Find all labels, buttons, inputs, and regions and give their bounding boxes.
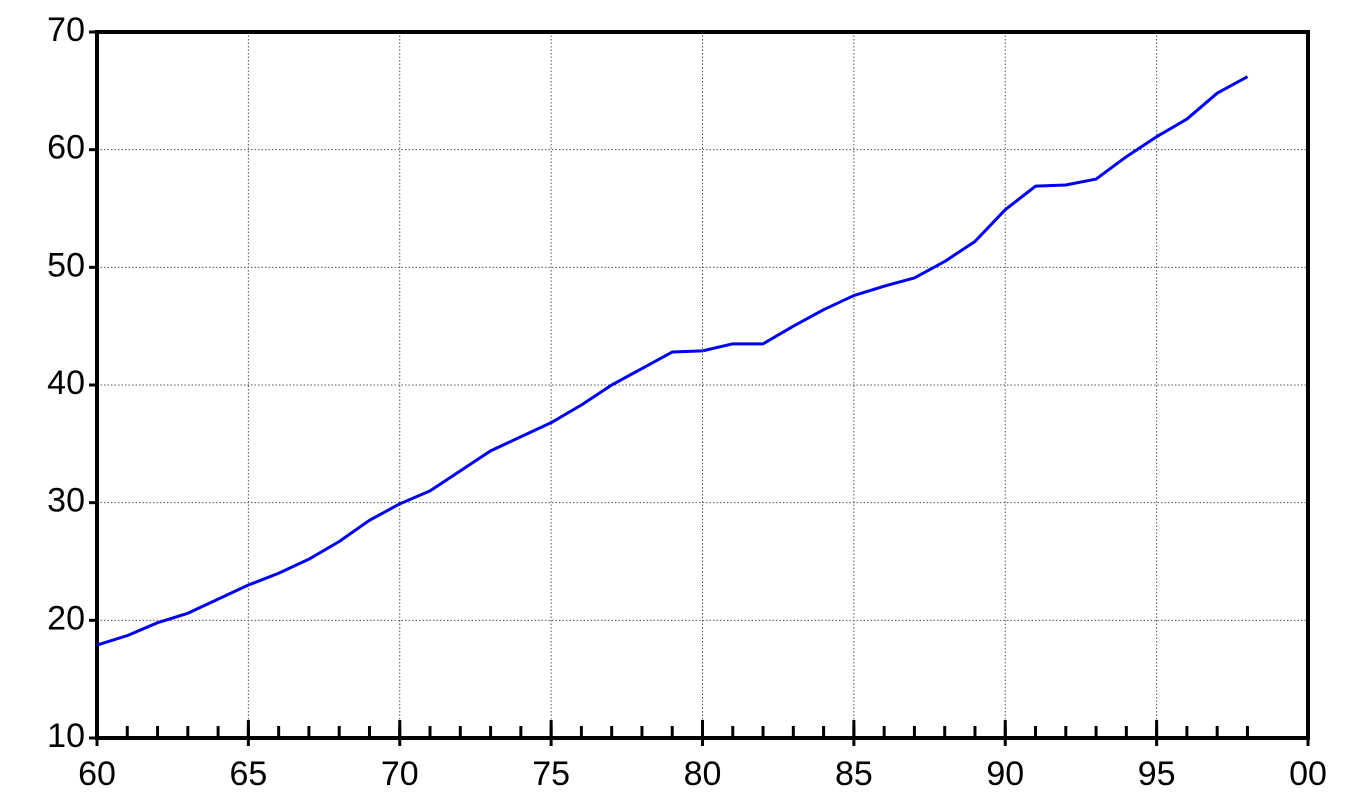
x-tick-label: 75 (532, 755, 570, 793)
x-tick-label: 60 (78, 755, 116, 793)
x-tick-label: 80 (684, 755, 722, 793)
y-tick-label: 10 (47, 717, 85, 755)
y-tick-label: 20 (47, 599, 85, 637)
y-tick-label: 50 (47, 246, 85, 284)
plot-frame (95, 30, 1310, 740)
y-tick-label: 30 (47, 482, 85, 520)
y-tick-label: 40 (47, 364, 85, 402)
x-tick-label: 65 (229, 755, 267, 793)
x-tick-label: 95 (1138, 755, 1176, 793)
y-tick-label: 60 (47, 129, 85, 167)
x-tick-label: 85 (835, 755, 873, 793)
x-tick-label: 00 (1289, 755, 1327, 793)
x-tick-label: 70 (381, 755, 419, 793)
line-series (96, 75, 1249, 647)
x-tick-label: 90 (986, 755, 1024, 793)
y-tick-label: 70 (47, 11, 85, 49)
